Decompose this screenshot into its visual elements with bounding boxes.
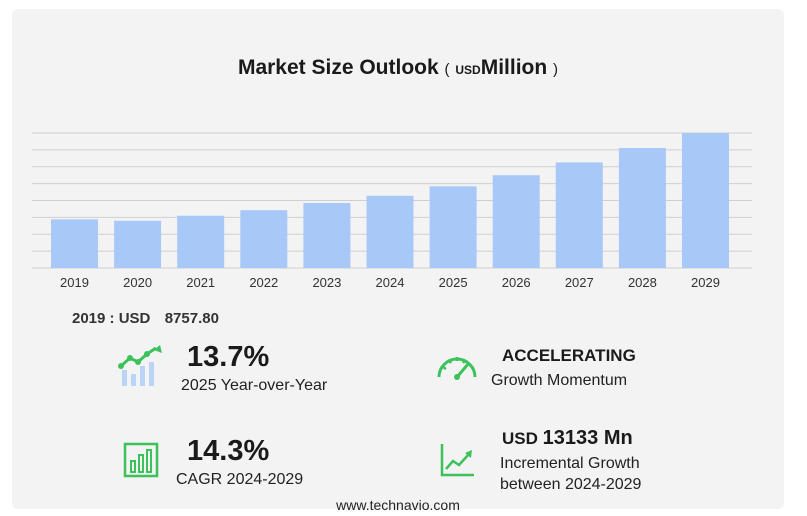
momentum-label: Growth Momentum <box>491 372 628 389</box>
incremental-currency: USD <box>502 429 538 448</box>
yoy-label: 2025 Year-over-Year <box>181 377 328 394</box>
bar-2025 <box>429 186 477 268</box>
incremental-label-2: between 2024-2029 <box>500 476 642 493</box>
x-tick-label: 2029 <box>691 275 720 290</box>
title-main: Market Size Outlook <box>237 56 439 79</box>
incremental-value: USD 13133 Mn <box>502 427 633 450</box>
x-tick-label: 2026 <box>502 275 531 290</box>
bar-2029 <box>682 133 729 268</box>
trend-line-icon <box>438 441 476 484</box>
speedometer-icon <box>434 347 480 386</box>
bar-2026 <box>492 175 540 268</box>
bar-2020 <box>114 220 162 268</box>
chart-card: Market Size Outlook ( USDMillion ) 2019 2… <box>12 9 784 513</box>
footer-url: www.technavio.com <box>336 497 460 513</box>
bar-2022 <box>240 210 288 268</box>
growth-bars-icon <box>118 344 166 395</box>
incremental-number: 13133 Mn <box>542 427 633 449</box>
x-tick-label: 2024 <box>376 275 405 290</box>
x-tick-label: 2022 <box>249 275 278 290</box>
yoy-value: 13.7% <box>187 341 270 373</box>
title-paren-open: ( <box>444 61 450 78</box>
bar-2019 <box>51 219 98 268</box>
x-tick-label: 2020 <box>123 275 152 290</box>
bar-2021 <box>177 215 225 268</box>
bar-2028 <box>618 148 666 268</box>
title-paren-close: ) <box>553 61 559 78</box>
cagr-label: CAGR 2024-2029 <box>176 471 304 488</box>
x-tick-label: 2028 <box>628 275 657 290</box>
bar-2023 <box>303 203 351 268</box>
title-unit-suffix: Million <box>480 56 548 79</box>
cagr-value: 14.3% <box>187 435 270 467</box>
x-tick-label: 2025 <box>439 275 468 290</box>
base-value-label: 2019 : USD <box>72 310 151 327</box>
bar-chart-icon <box>122 441 160 484</box>
x-tick-label: 2027 <box>565 275 594 290</box>
base-value-number: 8757.80 <box>164 310 219 327</box>
x-tick-label: 2021 <box>186 275 215 290</box>
chart-title: Market Size Outlook ( USDMillion ) <box>12 56 784 80</box>
base-value: 2019 : USD 8757.80 <box>72 310 219 327</box>
x-tick-label: 2019 <box>60 275 89 290</box>
bar-chart: 2019 2020 2021 2022 2023 2024 2025 2026 2027 2028… <box>32 132 752 290</box>
x-tick-label: 2023 <box>312 275 341 290</box>
bar-2024 <box>366 195 414 268</box>
title-unit: USD <box>455 63 481 77</box>
bar-2027 <box>555 162 603 268</box>
incremental-label-1: Incremental Growth <box>500 455 640 472</box>
momentum-value: ACCELERATING <box>502 346 636 365</box>
